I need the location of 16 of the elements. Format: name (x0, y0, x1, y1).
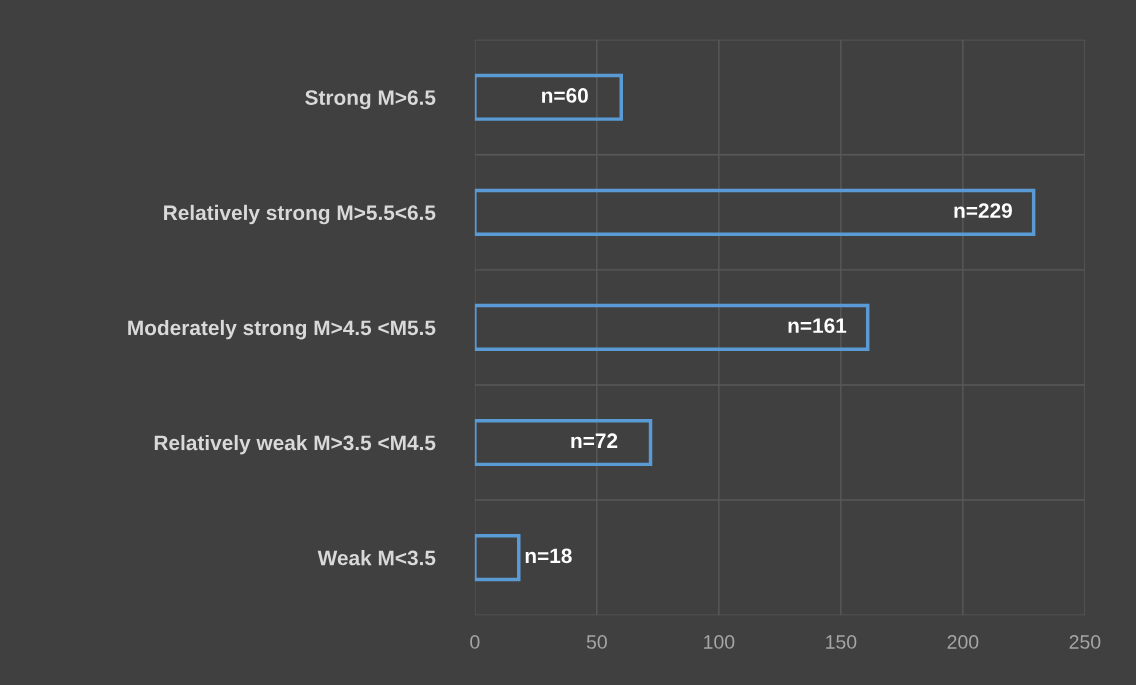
y-tick-label: Weak M<3.5 (317, 550, 436, 566)
data-label: n=229 (954, 203, 1012, 218)
x-tick-label: 250 (1069, 635, 1101, 649)
data-label: n=18 (525, 548, 572, 564)
x-tick-label: 150 (826, 635, 857, 649)
x-tick-label: 0 (470, 635, 480, 649)
x-tick-label: 50 (586, 635, 607, 649)
x-tick-label: 200 (947, 635, 979, 649)
data-label: n=72 (571, 433, 618, 448)
y-tick-label: Relatively strong M>5.5<6.5 (164, 204, 436, 225)
x-tick-label: 100 (704, 635, 735, 649)
data-label: n=161 (788, 318, 847, 334)
y-tick-label: Relatively weak M>3.5 <M4.5 (154, 434, 436, 455)
y-tick-label: Strong M>6.5 (305, 90, 436, 110)
data-label: n=60 (542, 88, 588, 103)
y-tick-label: Moderately strong M>4.5 <M5.5 (128, 319, 436, 340)
